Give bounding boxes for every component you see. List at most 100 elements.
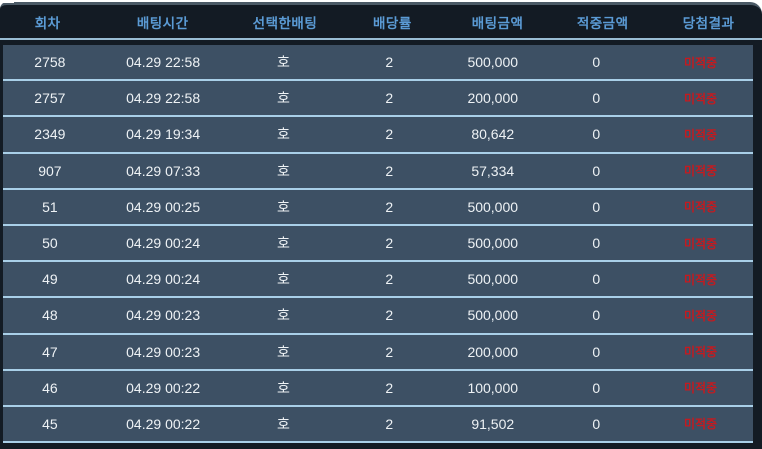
cell-result: 미적중 <box>683 381 718 396</box>
column-header-odds: 배당률 <box>373 15 412 31</box>
cell-result: 미적중 <box>683 164 718 179</box>
cell-bet_amount: 500,000 <box>467 307 519 324</box>
cell-odds: 2 <box>385 379 394 396</box>
cell-result: 미적중 <box>683 91 718 106</box>
cell-result: 미적중 <box>683 308 718 323</box>
cell-round: 2349 <box>34 126 66 143</box>
table-row: 45 04.29 00:22 호 2 91,502 0 미적중 <box>3 406 753 444</box>
table-row: 47 04.29 00:23 호 2 200,000 0 미적중 <box>3 334 753 371</box>
cell-result: 미적중 <box>683 272 718 287</box>
table-row: 2758 04.29 22:58 호 2 500,000 0 미적중 <box>3 45 753 82</box>
cell-time: 04.29 22:58 <box>126 54 201 71</box>
cell-win_amount: 0 <box>592 307 601 324</box>
cell-bet_amount: 500,000 <box>467 198 519 215</box>
cell-win_amount: 0 <box>592 343 601 360</box>
cell-win_amount: 0 <box>592 90 601 107</box>
cell-result: 미적중 <box>683 127 718 142</box>
cell-time: 04.29 00:22 <box>126 415 201 432</box>
cell-pick: 호 <box>277 90 290 107</box>
cell-time: 04.29 00:24 <box>126 235 201 252</box>
cell-bet_amount: 500,000 <box>467 271 519 288</box>
cell-time: 04.29 00:22 <box>126 379 201 396</box>
cell-pick: 호 <box>277 307 290 324</box>
cell-time: 04.29 07:33 <box>126 162 201 179</box>
column-header-time: 배팅시간 <box>136 15 189 31</box>
cell-result: 미적중 <box>683 236 718 251</box>
table-row: 49 04.29 00:24 호 2 500,000 0 미적중 <box>3 262 753 299</box>
cell-win_amount: 0 <box>592 162 601 179</box>
cell-win_amount: 0 <box>592 54 601 71</box>
cell-result: 미적중 <box>683 345 718 360</box>
cell-win_amount: 0 <box>592 126 601 143</box>
cell-round: 49 <box>42 271 58 288</box>
cell-odds: 2 <box>385 343 394 360</box>
cell-bet_amount: 91,502 <box>471 415 515 432</box>
cell-win_amount: 0 <box>592 235 601 252</box>
cell-bet_amount: 500,000 <box>467 235 519 252</box>
cell-pick: 호 <box>277 271 290 288</box>
table-row: 907 04.29 07:33 호 2 57,334 0 미적중 <box>3 153 753 190</box>
table-header-row: 회차 배팅시간 선택한배팅 배당률 배팅금액 적중금액 당첨결과 <box>0 5 762 38</box>
cell-time: 04.29 00:23 <box>126 307 201 324</box>
table-body: 2758 04.29 22:58 호 2 500,000 0 미적중 2757 04.29 22… <box>0 40 762 444</box>
cell-round: 45 <box>42 415 58 432</box>
cell-bet_amount: 80,642 <box>471 126 515 143</box>
cell-win_amount: 0 <box>592 415 601 432</box>
cell-result: 미적중 <box>683 200 718 215</box>
cell-time: 04.29 00:25 <box>126 198 201 215</box>
cell-pick: 호 <box>277 162 290 179</box>
table-row: 48 04.29 00:23 호 2 500,000 0 미적중 <box>3 298 753 335</box>
cell-odds: 2 <box>385 126 394 143</box>
cell-win_amount: 0 <box>592 379 601 396</box>
cell-odds: 2 <box>385 307 394 324</box>
table-row: 51 04.29 00:25 호 2 500,000 0 미적중 <box>3 189 753 226</box>
cell-bet_amount: 200,000 <box>467 343 519 360</box>
cell-bet_amount: 500,000 <box>467 54 519 71</box>
cell-bet_amount: 200,000 <box>467 90 519 107</box>
page-corner <box>0 0 14 3</box>
cell-odds: 2 <box>385 162 394 179</box>
cell-round: 2758 <box>34 54 66 71</box>
cell-pick: 호 <box>277 343 290 360</box>
cell-win_amount: 0 <box>592 271 601 288</box>
cell-time: 04.29 22:58 <box>126 90 201 107</box>
table-row: 2349 04.29 19:34 호 2 80,642 0 미적중 <box>3 117 753 154</box>
column-header-result: 당첨결과 <box>682 15 735 31</box>
column-header-pick: 선택한배팅 <box>252 15 318 31</box>
cell-bet_amount: 57,334 <box>471 162 515 179</box>
table-row: 46 04.29 00:22 호 2 100,000 0 미적중 <box>3 370 753 407</box>
cell-odds: 2 <box>385 54 394 71</box>
cell-round: 46 <box>42 379 58 396</box>
header-divider <box>0 38 762 40</box>
cell-round: 48 <box>42 307 58 324</box>
cell-time: 04.29 19:34 <box>126 126 201 143</box>
cell-round: 51 <box>42 198 58 215</box>
cell-round: 50 <box>42 235 58 252</box>
cell-bet_amount: 100,000 <box>467 379 519 396</box>
cell-round: 2757 <box>34 90 66 107</box>
cell-odds: 2 <box>385 90 394 107</box>
cell-round: 907 <box>38 162 62 179</box>
cell-pick: 호 <box>277 415 290 432</box>
cell-result: 미적중 <box>683 55 718 70</box>
cell-odds: 2 <box>385 415 394 432</box>
cell-pick: 호 <box>277 379 290 396</box>
cell-odds: 2 <box>385 235 394 252</box>
cell-time: 04.29 00:23 <box>126 343 201 360</box>
table-row: 2757 04.29 22:58 호 2 200,000 0 미적중 <box>3 81 753 118</box>
cell-time: 04.29 00:24 <box>126 271 201 288</box>
column-header-round: 회차 <box>34 15 61 31</box>
cell-pick: 호 <box>277 126 290 143</box>
cell-result: 미적중 <box>683 417 718 432</box>
column-header-win_amount: 적중금액 <box>576 15 629 31</box>
cell-pick: 호 <box>277 235 290 252</box>
table-row: 50 04.29 00:24 호 2 500,000 0 미적중 <box>3 225 753 263</box>
column-header-bet_amount: 배팅금액 <box>471 15 524 31</box>
cell-odds: 2 <box>385 198 394 215</box>
cell-win_amount: 0 <box>592 198 601 215</box>
cell-pick: 호 <box>277 198 290 215</box>
cell-pick: 호 <box>277 54 290 71</box>
cell-odds: 2 <box>385 271 394 288</box>
